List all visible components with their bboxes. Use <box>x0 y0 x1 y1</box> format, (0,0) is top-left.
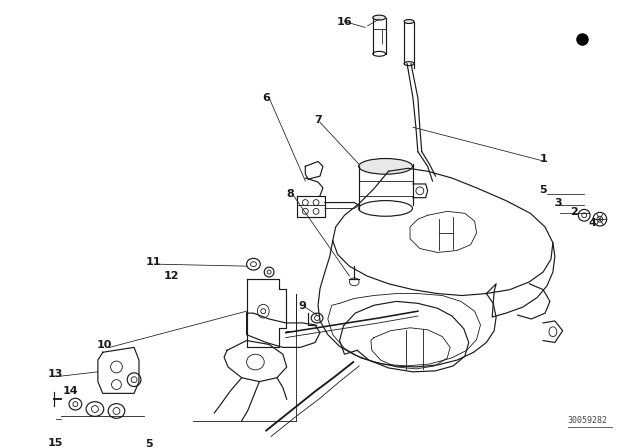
Text: 4: 4 <box>588 218 596 228</box>
Ellipse shape <box>358 159 412 174</box>
Text: 8: 8 <box>287 189 294 199</box>
Text: 6: 6 <box>262 93 270 103</box>
Text: 3: 3 <box>554 198 561 207</box>
Text: 16: 16 <box>337 17 352 26</box>
Ellipse shape <box>373 15 385 20</box>
Text: 5: 5 <box>145 439 152 448</box>
Text: 2: 2 <box>570 207 579 217</box>
Ellipse shape <box>404 20 414 23</box>
Text: 12: 12 <box>163 271 179 281</box>
Text: 15: 15 <box>48 438 63 448</box>
Text: 7: 7 <box>314 115 322 125</box>
Text: 5: 5 <box>540 185 547 195</box>
Text: 9: 9 <box>298 301 307 311</box>
Text: 1: 1 <box>540 154 547 164</box>
Text: 11: 11 <box>146 257 161 267</box>
Text: 13: 13 <box>48 369 63 379</box>
Text: 14: 14 <box>63 387 78 396</box>
Text: 10: 10 <box>97 340 113 350</box>
Text: 30059282: 30059282 <box>568 416 607 425</box>
